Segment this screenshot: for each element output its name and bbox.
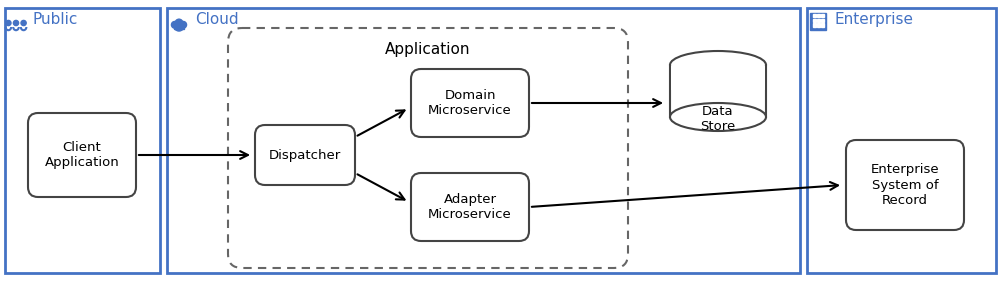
Bar [821, 19, 824, 22]
Bar [174, 26, 184, 29]
Text: Application: Application [385, 42, 470, 57]
Circle shape [180, 21, 186, 28]
Bar [810, 13, 826, 30]
FancyBboxPatch shape [255, 125, 355, 185]
Circle shape [174, 21, 184, 31]
Circle shape [13, 21, 19, 26]
Text: Enterprise: Enterprise [835, 12, 914, 27]
Ellipse shape [670, 51, 766, 79]
Bar [5, 8, 160, 273]
Bar [813, 19, 816, 22]
Text: Domain
Microservice: Domain Microservice [428, 89, 512, 117]
Bar [807, 8, 996, 273]
Bar [813, 14, 816, 17]
Circle shape [6, 21, 11, 26]
Bar [817, 19, 820, 22]
Circle shape [171, 21, 178, 28]
Text: Client
Application: Client Application [45, 141, 119, 169]
FancyBboxPatch shape [411, 69, 529, 137]
Bar [821, 23, 824, 27]
FancyBboxPatch shape [846, 140, 964, 230]
Bar [671, 66, 765, 90]
Text: Data
Store: Data Store [701, 105, 736, 133]
Bar [670, 65, 766, 103]
Text: Cloud: Cloud [195, 12, 238, 27]
Text: Enterprise
System of
Record: Enterprise System of Record [871, 164, 939, 207]
FancyBboxPatch shape [411, 173, 529, 241]
Bar [821, 14, 824, 17]
Circle shape [21, 21, 26, 26]
Circle shape [175, 19, 183, 27]
Text: Public: Public [33, 12, 78, 27]
Ellipse shape [670, 103, 766, 131]
Bar [817, 23, 820, 27]
Text: Dispatcher: Dispatcher [269, 148, 341, 162]
Bar [167, 8, 800, 273]
FancyBboxPatch shape [28, 113, 136, 197]
Bar [813, 23, 816, 27]
Text: Adapter
Microservice: Adapter Microservice [428, 193, 512, 221]
Bar [817, 14, 820, 17]
